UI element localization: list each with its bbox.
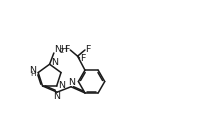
Text: N: N	[53, 92, 60, 101]
Text: N: N	[68, 78, 75, 87]
Text: N: N	[59, 82, 66, 90]
Text: N: N	[51, 58, 58, 67]
Text: 2: 2	[60, 48, 64, 54]
Text: NH: NH	[54, 45, 68, 54]
Text: H: H	[30, 71, 35, 77]
Text: F: F	[85, 45, 91, 54]
Text: N: N	[29, 66, 36, 75]
Text: F: F	[65, 45, 70, 54]
Text: F: F	[80, 54, 86, 63]
